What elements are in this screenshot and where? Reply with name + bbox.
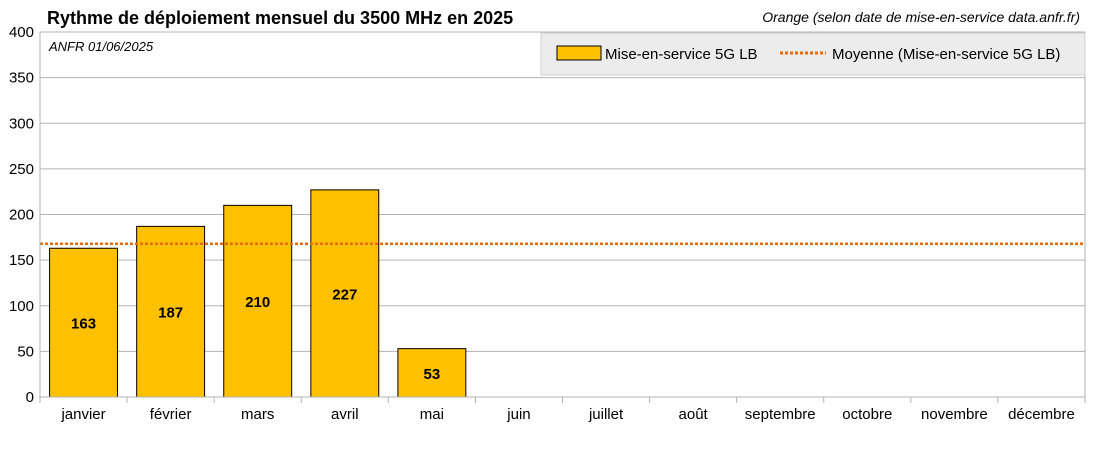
- y-tick-label: 250: [9, 161, 34, 178]
- x-category-label: janvier: [60, 406, 105, 423]
- y-tick-labels: 0 50 100 150 200 250 300 350 400: [9, 24, 34, 406]
- bar: [310, 189, 380, 398]
- x-category-label: avril: [331, 406, 359, 423]
- y-tick-label: 150: [9, 252, 34, 269]
- x-category-label: juillet: [588, 406, 624, 423]
- y-tick-label: 0: [26, 389, 34, 406]
- source-note: ANFR 01/06/2025: [48, 39, 154, 54]
- y-tick-label: 300: [9, 115, 34, 132]
- x-category-label: octobre: [842, 406, 892, 423]
- bar: [223, 204, 293, 398]
- x-category-label: novembre: [921, 406, 988, 423]
- y-tick-label: 200: [9, 207, 34, 224]
- y-tick-label: 100: [9, 298, 34, 315]
- y-tick-label: 50: [17, 343, 34, 360]
- x-category-labels: janvier février mars avril mai juin juillet aoû…: [60, 406, 1074, 423]
- bar: [49, 247, 119, 398]
- bar-value-label: 163: [71, 316, 96, 333]
- bar-value-label: 210: [245, 294, 270, 311]
- bar-value-label: 53: [424, 366, 441, 383]
- x-category-label: mars: [241, 406, 274, 423]
- x-category-label: décembre: [1008, 406, 1075, 423]
- x-category-label: août: [679, 406, 709, 423]
- y-tick-label: 350: [9, 70, 34, 87]
- x-category-label: septembre: [745, 406, 816, 423]
- x-category-label: février: [150, 406, 192, 423]
- legend-label-series: Mise-en-service 5G LB: [605, 46, 758, 63]
- legend-swatch-bar: [556, 45, 602, 61]
- bars: [49, 189, 467, 398]
- data-labels: 163 187 210 227 53: [71, 286, 440, 382]
- bar: [136, 225, 206, 398]
- x-category-label: mai: [420, 406, 444, 423]
- axes: [39, 32, 1086, 403]
- legend-label-average: Moyenne (Mise-en-service 5G LB): [832, 46, 1060, 63]
- y-tick-label: 400: [9, 24, 34, 41]
- legend: Mise-en-service 5G LB Moyenne (Mise-en-s…: [540, 32, 1086, 76]
- bar-value-label: 187: [158, 305, 183, 322]
- bar-value-label: 227: [332, 286, 357, 303]
- chart-subtitle: Orange (selon date de mise-en-service da…: [762, 9, 1080, 25]
- chart-title: Rythme de déploiement mensuel du 3500 MH…: [47, 8, 513, 28]
- x-category-label: juin: [506, 406, 530, 423]
